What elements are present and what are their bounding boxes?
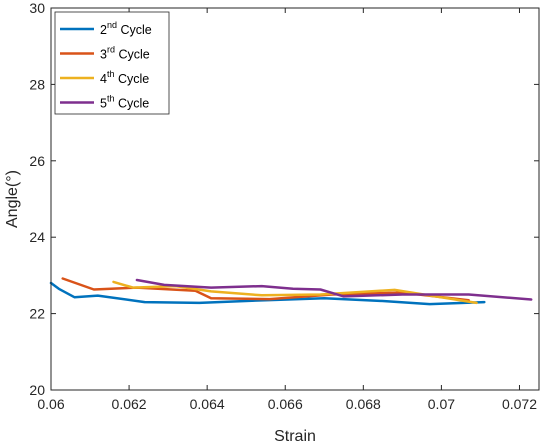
series-line-2-cycle	[49, 281, 486, 306]
legend-label: 2nd Cycle	[100, 20, 152, 37]
series-line-3-cycle	[61, 277, 470, 302]
y-tick-label: 24	[29, 229, 45, 245]
series-line-4-cycle	[112, 280, 478, 305]
y-tick-label: 26	[29, 153, 45, 169]
x-tick-label: 0.07	[428, 396, 455, 412]
y-axis-title: Angle(°)	[4, 170, 21, 228]
x-tick-label: 0.064	[190, 396, 225, 412]
series-layer	[49, 277, 533, 306]
legend-label: 5th Cycle	[100, 94, 149, 111]
y-tick-label: 28	[29, 76, 45, 92]
y-tick-label: 20	[29, 382, 45, 398]
ticks-layer: 0.06 0.062 0.064 0.066 0.068 0.07 0.072 20 22 24 2…	[29, 0, 539, 412]
x-axis-title: Strain	[274, 428, 316, 445]
legend-items: 2nd Cycle 3rd Cycle 4th Cycle 5th Cycle	[60, 20, 152, 111]
legend-label: 3rd Cycle	[100, 45, 150, 62]
x-tick-label: 0.06	[37, 396, 64, 412]
y-tick-label: 22	[29, 306, 45, 322]
legend: 2nd Cycle 3rd Cycle 4th Cycle 5th Cycle	[54, 11, 170, 115]
x-tick-label: 0.066	[268, 396, 303, 412]
y-tick-label: 30	[29, 0, 45, 16]
legend-label: 4th Cycle	[100, 69, 149, 86]
series-line-5-cycle	[135, 278, 533, 301]
x-tick-label: 0.068	[346, 396, 381, 412]
x-tick-label: 0.072	[502, 396, 537, 412]
plot-frame	[50, 7, 540, 391]
x-tick-label: 0.062	[112, 396, 147, 412]
